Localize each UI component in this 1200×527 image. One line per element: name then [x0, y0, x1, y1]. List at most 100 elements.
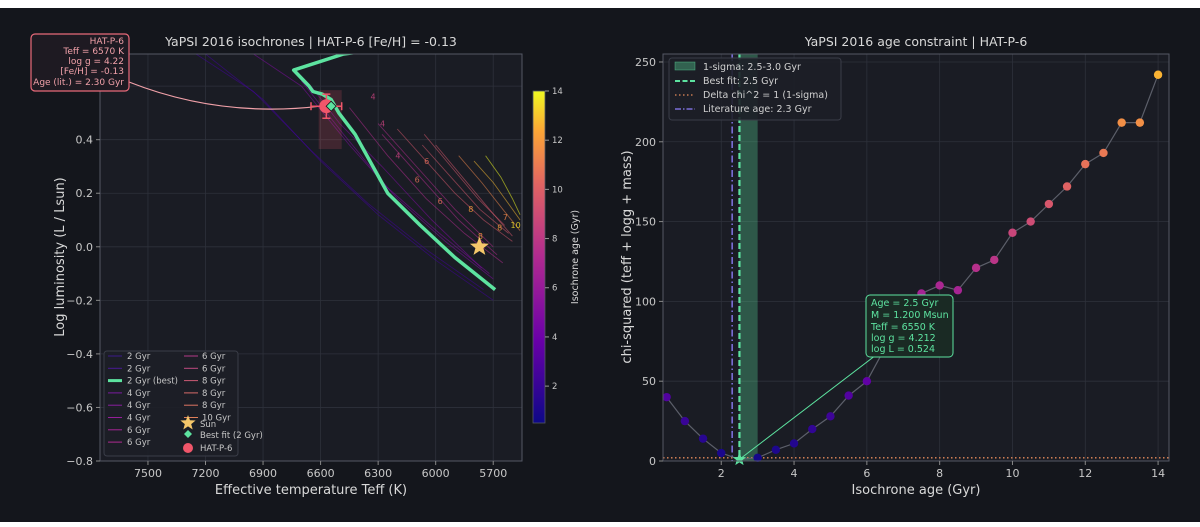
legend-sigma-label: 1-sigma: 2.5-3.0 Gyr: [703, 62, 801, 73]
hr-legend-label: 6 Gyr: [127, 438, 151, 448]
chi2-xtick-label: 4: [791, 467, 798, 480]
best-fit-diamond: [325, 100, 337, 112]
hr-legend-label: 2 Gyr: [127, 352, 151, 362]
best-fit-star: [732, 452, 747, 466]
chi2-point: [1008, 228, 1017, 237]
chi2-xtick-label: 8: [936, 467, 943, 480]
chi2-ytick-label: 50: [642, 375, 656, 388]
chi2-xtick-label: 10: [1005, 467, 1019, 480]
legend-bestfit-label: Best fit: 2.5 Gyr: [703, 76, 778, 87]
faint-isochrone: [396, 128, 513, 242]
chi2-panel: 2 4 6 8 10 12 14 0 50 100 150 200 250 YaPSI 2016 age…: [620, 34, 1170, 498]
chi2-ytick-label: 150: [635, 216, 656, 229]
faint-isochrone: [381, 134, 498, 256]
isochrone-age-label: 8: [478, 232, 483, 241]
colorbar-ticks: 2 4 6 8 10 12 14: [545, 87, 563, 392]
chi2-point: [717, 448, 726, 458]
faint-isochrone: [253, 54, 494, 280]
chi2-point: [971, 263, 981, 273]
chi2-legend: 1-sigma: 2.5-3.0 Gyr Best fit: 2.5 Gyr D…: [668, 57, 842, 121]
target-annotation-box: [30, 33, 130, 92]
legend-target-icon: [183, 443, 193, 453]
chi2-annotation-line-2: M = 1.200 Msun: [871, 310, 949, 321]
chi2-annotation-line-4: log g = 4.212: [871, 333, 936, 344]
hr-legend-label: 8 Gyr: [202, 377, 226, 387]
legend-lit-label: Literature age: 2.3 Gyr: [703, 104, 812, 115]
annotation-connector: [128, 81, 321, 110]
chi2-ytick-label: 0: [649, 455, 656, 468]
chi2-point: [935, 281, 944, 290]
target-annotation: HAT-P-6 Teff = 6570 K log g = 4.22 [Fe/H…: [30, 33, 130, 92]
colorbar-tick-label: 2: [552, 382, 557, 392]
bottom-strip: [0, 522, 1200, 527]
isochrone-age-label: 8: [468, 205, 473, 214]
colorbar-label: Isochrone age (Gyr): [570, 210, 581, 304]
faint-isochrone: [377, 123, 494, 248]
hr-axes-frame: [99, 53, 523, 462]
chi2-point: [1044, 199, 1054, 209]
hr-ytick-label: 0.2: [76, 187, 94, 200]
hr-xlabel: Effective temperature Teff (K): [215, 483, 407, 498]
best-isochrone-line: [291, 54, 497, 291]
hr-legend-label: 4 Gyr: [127, 389, 151, 399]
colorbar-tick-label: 12: [552, 136, 563, 146]
hr-ticks: 7500 7200 6900 6600 6300 6000 5700 −0.8 −0.6 −0.4…: [66, 80, 507, 480]
chi2-annotation: Age = 2.5 Gyr M = 1.200 Msun Teff = 6550…: [865, 294, 954, 358]
chi2-point: [1081, 159, 1090, 169]
chi2-point: [789, 439, 799, 448]
chi2-point: [826, 412, 835, 421]
chi2-title: YaPSI 2016 age constraint | HAT-P-6: [804, 34, 1028, 49]
chi2-point: [1117, 118, 1126, 127]
chi2-point: [698, 434, 708, 443]
legend-dchi-label: Delta chi^2 = 1 (1-sigma): [703, 90, 828, 101]
hr-xtick-label: 7200: [192, 467, 220, 480]
chi2-annotation-box: [865, 294, 954, 358]
faint-isochrone: [485, 155, 521, 215]
hr-legend-col2: 6 Gyr 6 Gyr 8 Gyr 8 Gyr 8 Gyr 10 Gyr: [184, 352, 231, 424]
hr-legend-label: 2 Gyr: [127, 364, 151, 374]
legend-sigma-icon: [674, 61, 696, 71]
colorbar-tick-label: 14: [552, 87, 563, 97]
chi2-point: [1026, 217, 1035, 226]
chi2-point: [1062, 182, 1072, 191]
faint-isochrone: [435, 144, 513, 237]
chi2-point: [953, 286, 963, 295]
chi2-point: [662, 392, 671, 402]
hr-legend-label: 4 Gyr: [127, 414, 151, 424]
chi2-axes-background: [663, 54, 1169, 461]
chi2-ytick-label: 250: [635, 56, 656, 69]
hr-legend-label: 6 Gyr: [202, 364, 226, 374]
chi2-xtick-label: 2: [718, 467, 725, 480]
one-sigma-band: [739, 54, 758, 461]
faint-isochrone: [195, 54, 484, 290]
isochrone-age-label: 10: [510, 221, 520, 230]
hr-xtick-label: 6300: [364, 467, 392, 480]
hr-ytick-label: −0.8: [66, 455, 93, 468]
hr-legend-label: 4 Gyr: [127, 401, 151, 411]
chi2-axes-frame: [662, 53, 1170, 462]
hr-xtick-label: 6000: [422, 467, 450, 480]
hr-xtick-label: 6600: [307, 467, 335, 480]
chi2-ytick-label: 100: [635, 295, 656, 308]
annotation-line-5: Age (lit.) = 2.30 Gyr: [33, 78, 124, 88]
hr-legend-label: 6 Gyr: [202, 352, 226, 362]
isochrone-age-label: 8: [497, 224, 502, 233]
colorbar-tick-label: 4: [552, 333, 557, 343]
colorbar-gradient: [532, 90, 546, 424]
age-colorbar: 2 4 6 8 10 12 14 Isochrone age (Gyr): [532, 87, 581, 424]
annotation-line-3: log g = 4.22: [68, 57, 124, 67]
isochrone-age-label: 4: [395, 151, 400, 160]
chi2-point: [1135, 118, 1145, 127]
hr-ytick-label: −0.6: [66, 401, 93, 414]
hr-ytick-label: 0.0: [76, 241, 94, 254]
faint-isochrone: [458, 155, 521, 231]
legend-target-label: HAT-P-6: [200, 444, 232, 454]
chi2-annotation-line-1: Age = 2.5 Gyr: [871, 298, 938, 309]
annotation-line-1: HAT-P-6: [90, 37, 125, 47]
chi2-ylabel: chi-squared (teff + logg + mass): [620, 150, 635, 363]
legend-bestfit-icon: [184, 430, 192, 438]
hr-legend-label: 2 Gyr (best): [127, 377, 178, 387]
hr-ytick-label: 0.4: [76, 134, 94, 147]
